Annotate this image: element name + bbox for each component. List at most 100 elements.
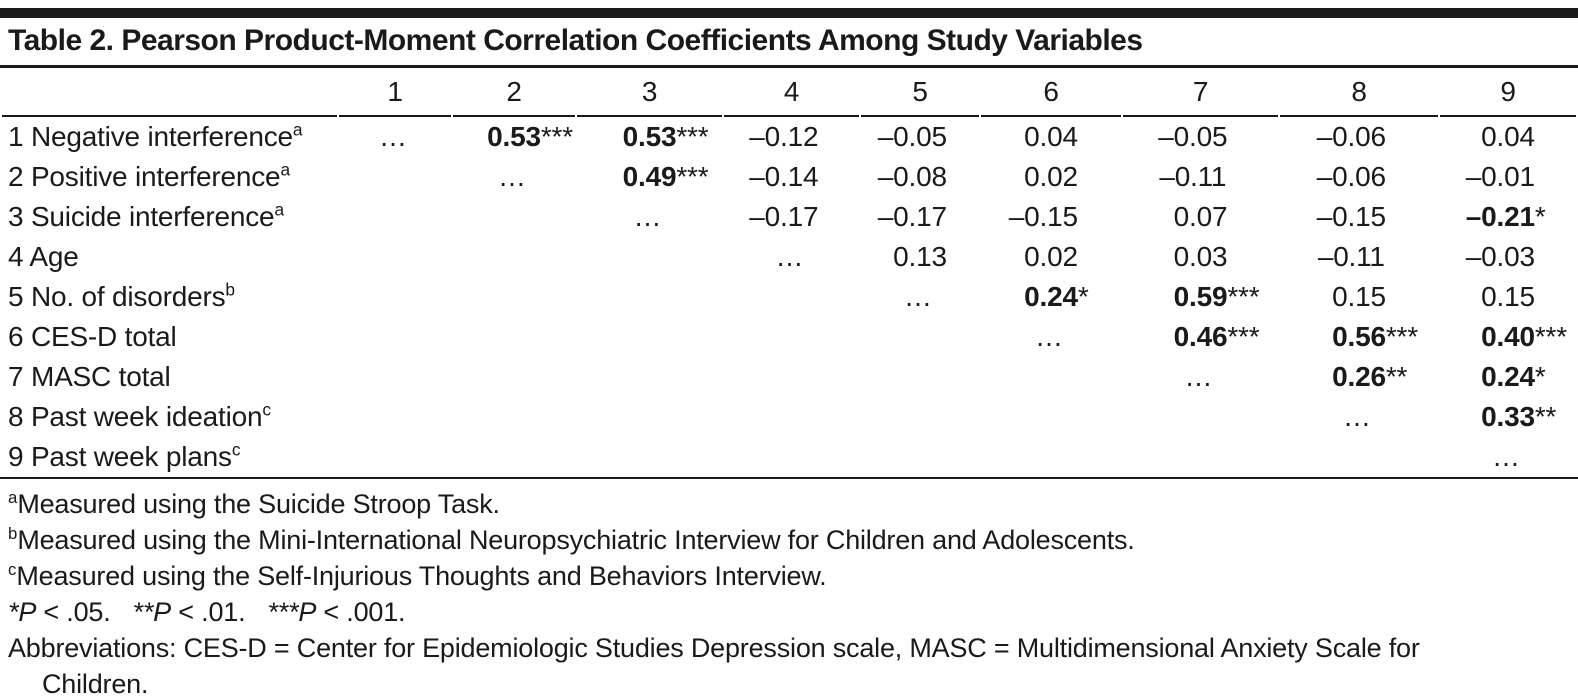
correlation-table-body: 1 Negative interferencea … 0.53 *** 0.53 *** –… (2, 117, 1576, 477)
significance-stars: ** (1385, 361, 1408, 392)
corr-cell: –0.01 (1465, 161, 1535, 192)
corr-cell: 0.40 *** (1481, 321, 1567, 352)
correlation-table: 1 2 3 4 5 6 7 8 9 1 Negative interferenc… (0, 68, 1578, 477)
corr-cell (861, 357, 979, 397)
col-header-2: 2 (453, 68, 575, 117)
corr-cell (981, 437, 1121, 477)
row-label: 3 Suicide interferencea (8, 199, 285, 232)
col-header-9: 9 (1440, 68, 1576, 117)
corr-cell: 0.24 * (1024, 281, 1089, 312)
corr-cell: –0.12 (749, 121, 819, 152)
corr-cell: 0.46 *** (1173, 321, 1260, 352)
corr-cell (453, 397, 575, 437)
footnote-marker: b (8, 524, 18, 543)
column-header-row: 1 2 3 4 5 6 7 8 9 (2, 68, 1576, 117)
row-label: 4 Age (8, 241, 79, 272)
significance-stars: * (1534, 201, 1546, 232)
table-row: 6 CES-D total … 0.46 *** 0.56 *** 0.40 *** (2, 317, 1576, 357)
corr-cell (981, 397, 1121, 437)
corr-cell: –0.17 (749, 201, 819, 232)
row-label: 1 Negative interferencea (8, 119, 303, 152)
col-header-8: 8 (1280, 68, 1438, 117)
table-title: Table 2. Pearson Product-Moment Correlat… (0, 18, 1578, 68)
corr-cell: … (1035, 321, 1067, 352)
corr-cell: … (379, 121, 411, 152)
corr-cell: 0.56 *** (1332, 321, 1418, 352)
significance-stars: *** (1227, 321, 1260, 352)
corr-cell: –0.05 (877, 121, 947, 152)
corr-cell (453, 237, 575, 277)
significance-item: **P < .01. (132, 597, 246, 627)
corr-cell: –0.11 (1159, 161, 1227, 192)
table-row: 7 MASC total … 0.26 ** 0.24 * (2, 357, 1576, 397)
row-label: 5 No. of disordersb (8, 279, 236, 312)
footnotes: aMeasured using the Suicide Stroop Task.… (0, 479, 1578, 697)
corr-cell: –0.06 (1316, 121, 1386, 152)
corr-cell: 0.33 ** (1481, 401, 1557, 432)
significance-stars: * (1077, 281, 1089, 312)
significance-stars: *** (1534, 321, 1567, 352)
corr-cell (453, 197, 575, 237)
table-row: 2 Positive interferencea … 0.49 *** –0.14 –0.… (2, 157, 1576, 197)
corr-cell (339, 237, 451, 277)
corr-cell (577, 277, 722, 317)
corr-cell: –0.08 (877, 161, 947, 192)
footnote-marker: a (280, 159, 291, 180)
corr-cell: 0.04 (1481, 121, 1535, 152)
significance-note: *P < .05. **P < .01. ***P < .001. (8, 594, 1570, 630)
corr-cell (577, 317, 722, 357)
table-row: 9 Past week plansc… (2, 437, 1576, 477)
corr-cell: –0.06 (1316, 161, 1386, 192)
corr-cell: 0.04 (1024, 121, 1078, 152)
corr-cell (339, 277, 451, 317)
significance-stars: *** (676, 121, 709, 152)
abbreviations-note: Abbreviations: CES-D = Center for Epidem… (8, 633, 1420, 697)
corr-cell (861, 317, 979, 357)
significance-stars: *** (676, 161, 709, 192)
corr-cell (339, 357, 451, 397)
corr-cell (1123, 437, 1278, 477)
corr-cell: … (775, 241, 808, 272)
significance-stars: * (1534, 361, 1546, 392)
table-top-rule (0, 8, 1578, 18)
footnote-marker: c (262, 399, 272, 420)
significance-item: *P < .05. (8, 597, 111, 627)
corr-cell (724, 277, 859, 317)
table-row: 1 Negative interferencea … 0.53 *** 0.53 *** –… (2, 117, 1576, 157)
measure-footnotes: aMeasured using the Suicide Stroop Task.… (8, 486, 1570, 594)
corr-cell: –0.15 (1008, 201, 1078, 232)
col-header-4: 4 (724, 68, 859, 117)
corr-cell (453, 317, 575, 357)
corr-cell (981, 357, 1121, 397)
corr-cell (339, 397, 451, 437)
corr-cell (339, 157, 451, 197)
corr-cell: –0.17 (877, 201, 947, 232)
col-header-6: 6 (981, 68, 1121, 117)
corr-cell (577, 437, 722, 477)
corr-cell: … (904, 281, 936, 312)
footnote-marker: b (225, 279, 236, 300)
corr-cell (1123, 397, 1278, 437)
corr-cell: … (1492, 441, 1524, 472)
row-label: 6 CES-D total (8, 321, 177, 352)
corr-cell (577, 397, 722, 437)
measure-footnote: aMeasured using the Suicide Stroop Task. (8, 488, 500, 519)
significance-stars: *** (1385, 321, 1418, 352)
footnote-marker: c (8, 560, 17, 579)
corr-cell: … (1343, 401, 1375, 432)
measure-footnote: cMeasured using the Self-Injurious Thoug… (8, 560, 827, 591)
corr-cell: … (498, 161, 530, 192)
corr-cell: –0.05 (1158, 121, 1228, 152)
table-row: 4 Age … 0.13 0.02 0.03 –0.11 –0.03 (2, 237, 1576, 277)
corr-cell: 0.26 ** (1332, 361, 1408, 392)
corr-cell (577, 237, 722, 277)
corr-cell: –0.15 (1316, 201, 1386, 232)
corr-cell: … (633, 201, 666, 232)
table-row: 5 No. of disordersb … 0.24 * 0.59 *** 0.15 0.15 (2, 277, 1576, 317)
correlation-table-wrap: 1 2 3 4 5 6 7 8 9 1 Negative interferenc… (0, 68, 1578, 479)
corr-cell: –0.03 (1465, 241, 1535, 272)
significance-stars: *** (1227, 281, 1260, 312)
corr-cell (724, 357, 859, 397)
measure-footnote: bMeasured using the Mini-International N… (8, 524, 1135, 555)
